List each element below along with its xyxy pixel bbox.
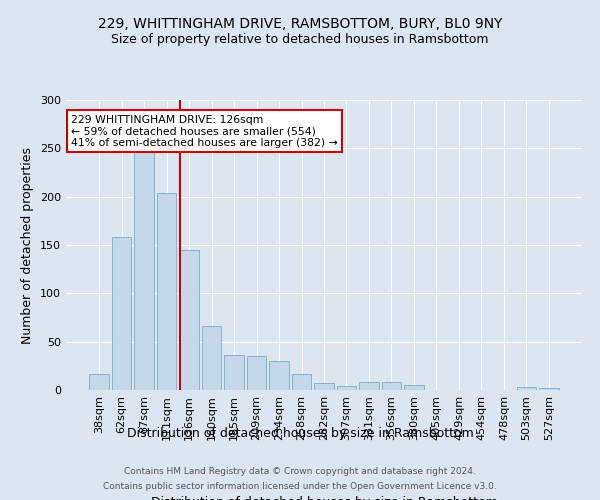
Bar: [202, 326, 221, 390]
Bar: [269, 361, 289, 390]
Bar: [179, 250, 199, 390]
Text: 229 WHITTINGHAM DRIVE: 126sqm
← 59% of detached houses are smaller (554)
41% of : 229 WHITTINGHAM DRIVE: 126sqm ← 59% of d…: [71, 114, 338, 148]
Bar: [382, 382, 401, 390]
Bar: [404, 385, 424, 390]
Text: Size of property relative to detached houses in Ramsbottom: Size of property relative to detached ho…: [111, 32, 489, 46]
Bar: [89, 374, 109, 390]
Bar: [247, 356, 266, 390]
Y-axis label: Number of detached properties: Number of detached properties: [22, 146, 34, 344]
Bar: [292, 374, 311, 390]
Bar: [224, 355, 244, 390]
X-axis label: Distribution of detached houses by size in Ramsbottom: Distribution of detached houses by size …: [151, 496, 497, 500]
Bar: [157, 193, 176, 390]
Text: Distribution of detached houses by size in Ramsbottom: Distribution of detached houses by size …: [127, 428, 473, 440]
Text: 229, WHITTINGHAM DRIVE, RAMSBOTTOM, BURY, BL0 9NY: 229, WHITTINGHAM DRIVE, RAMSBOTTOM, BURY…: [98, 18, 502, 32]
Bar: [359, 382, 379, 390]
Bar: [517, 387, 536, 390]
Bar: [134, 148, 154, 390]
Bar: [112, 238, 131, 390]
Text: Contains public sector information licensed under the Open Government Licence v3: Contains public sector information licen…: [103, 482, 497, 491]
Bar: [314, 383, 334, 390]
Bar: [539, 388, 559, 390]
Bar: [337, 386, 356, 390]
Text: Contains HM Land Registry data © Crown copyright and database right 2024.: Contains HM Land Registry data © Crown c…: [124, 467, 476, 476]
